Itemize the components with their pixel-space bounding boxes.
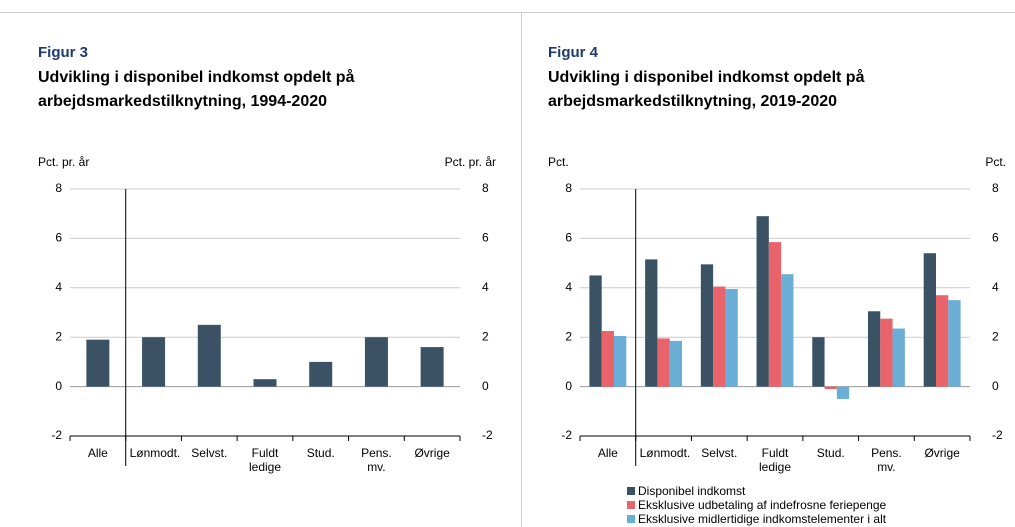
bar xyxy=(824,386,837,390)
y2-tick-label: 8 xyxy=(992,181,999,195)
bar xyxy=(880,318,893,387)
bar xyxy=(601,331,615,387)
bar xyxy=(614,335,627,387)
bar xyxy=(589,275,602,387)
legend-item: Eksklusive midlertidige indkomstelemente… xyxy=(627,512,886,526)
x-tick-label: Øvrige xyxy=(414,446,450,460)
figure-label: Figur 4 xyxy=(548,44,599,61)
legend-label: Eksklusive midlertidige indkomstelemente… xyxy=(638,512,887,526)
bar xyxy=(923,253,936,387)
x-tick-label: Pens. mv. xyxy=(871,446,902,474)
y2-tick-label: 8 xyxy=(482,181,489,195)
y2-tick-label: 0 xyxy=(992,379,999,393)
x-tick-label: Stud. xyxy=(816,446,845,460)
bar xyxy=(309,361,333,387)
bar xyxy=(197,324,221,387)
y2-tick-label: -2 xyxy=(482,428,493,442)
y2-tick-label: 2 xyxy=(482,329,489,343)
legend-label: Disponibel indkomst xyxy=(638,484,746,498)
legend-item: Eksklusive udbetaling af indefrosne feri… xyxy=(627,498,886,512)
x-tick-label: Fuldt ledige xyxy=(758,446,792,474)
bar xyxy=(812,337,825,387)
chart-title: Udvikling i disponibel indkomst opdelt p… xyxy=(548,69,865,110)
bar xyxy=(781,274,794,387)
bar xyxy=(935,295,949,387)
y2-tick-label: 4 xyxy=(992,280,999,294)
chart-title: Udvikling i disponibel indkomst opdelt p… xyxy=(38,69,355,110)
y2-axis-label: Pct. pr. år xyxy=(445,155,496,169)
bar xyxy=(420,347,444,387)
y-axis-label: Pct. xyxy=(548,155,569,169)
bar xyxy=(645,259,658,387)
x-tick-label: Alle xyxy=(597,446,618,460)
bar xyxy=(142,337,166,387)
y-tick-label: -2 xyxy=(561,428,572,442)
y-tick-label: 4 xyxy=(565,280,572,294)
y-tick-label: 8 xyxy=(55,181,62,195)
bar xyxy=(669,340,683,387)
y-tick-label: 4 xyxy=(55,280,62,294)
y-tick-label: -2 xyxy=(51,428,62,442)
bar xyxy=(948,300,961,387)
x-tick-label: Stud. xyxy=(306,446,335,460)
y-tick-label: 8 xyxy=(565,181,572,195)
legend-swatch xyxy=(627,515,635,523)
x-tick-label: Pens. mv. xyxy=(361,446,392,474)
y2-tick-label: -2 xyxy=(992,428,1003,442)
y-tick-label: 6 xyxy=(565,231,572,245)
x-tick-label: Lønmodt. xyxy=(129,446,181,460)
y-axis-label: Pct. pr. år xyxy=(38,155,89,169)
bar xyxy=(725,289,738,387)
y2-tick-label: 6 xyxy=(482,231,489,245)
x-tick-label: Selvst. xyxy=(191,446,228,460)
bar xyxy=(657,338,670,387)
y2-tick-label: 6 xyxy=(992,231,999,245)
bar xyxy=(768,242,782,387)
y2-axis-label: Pct. xyxy=(985,155,1006,169)
bar xyxy=(867,311,881,387)
legend-swatch xyxy=(627,501,635,509)
y2-tick-label: 0 xyxy=(482,379,489,393)
bar xyxy=(892,328,905,387)
bar xyxy=(86,339,110,387)
legend-swatch xyxy=(627,487,635,495)
bar xyxy=(253,379,277,387)
y-tick-label: 6 xyxy=(55,231,62,245)
y-tick-label: 0 xyxy=(55,379,62,393)
bar xyxy=(836,386,850,399)
bar xyxy=(713,286,726,387)
x-tick-label: Øvrige xyxy=(924,446,960,460)
figure-label: Figur 3 xyxy=(38,44,89,61)
x-tick-label: Alle xyxy=(87,446,108,460)
x-tick-label: Selvst. xyxy=(701,446,738,460)
legend-label: Eksklusive udbetaling af indefrosne feri… xyxy=(638,498,887,512)
bar xyxy=(756,216,769,387)
y-tick-label: 2 xyxy=(55,329,62,343)
bar xyxy=(700,264,714,387)
y2-tick-label: 2 xyxy=(992,329,999,343)
x-tick-label: Lønmodt. xyxy=(639,446,691,460)
y2-tick-label: 4 xyxy=(482,280,489,294)
legend-item: Disponibel indkomst xyxy=(627,484,745,498)
y-tick-label: 2 xyxy=(565,329,572,343)
bar xyxy=(364,337,388,387)
x-tick-label: Fuldt ledige xyxy=(248,446,282,474)
y-tick-label: 0 xyxy=(565,379,572,393)
